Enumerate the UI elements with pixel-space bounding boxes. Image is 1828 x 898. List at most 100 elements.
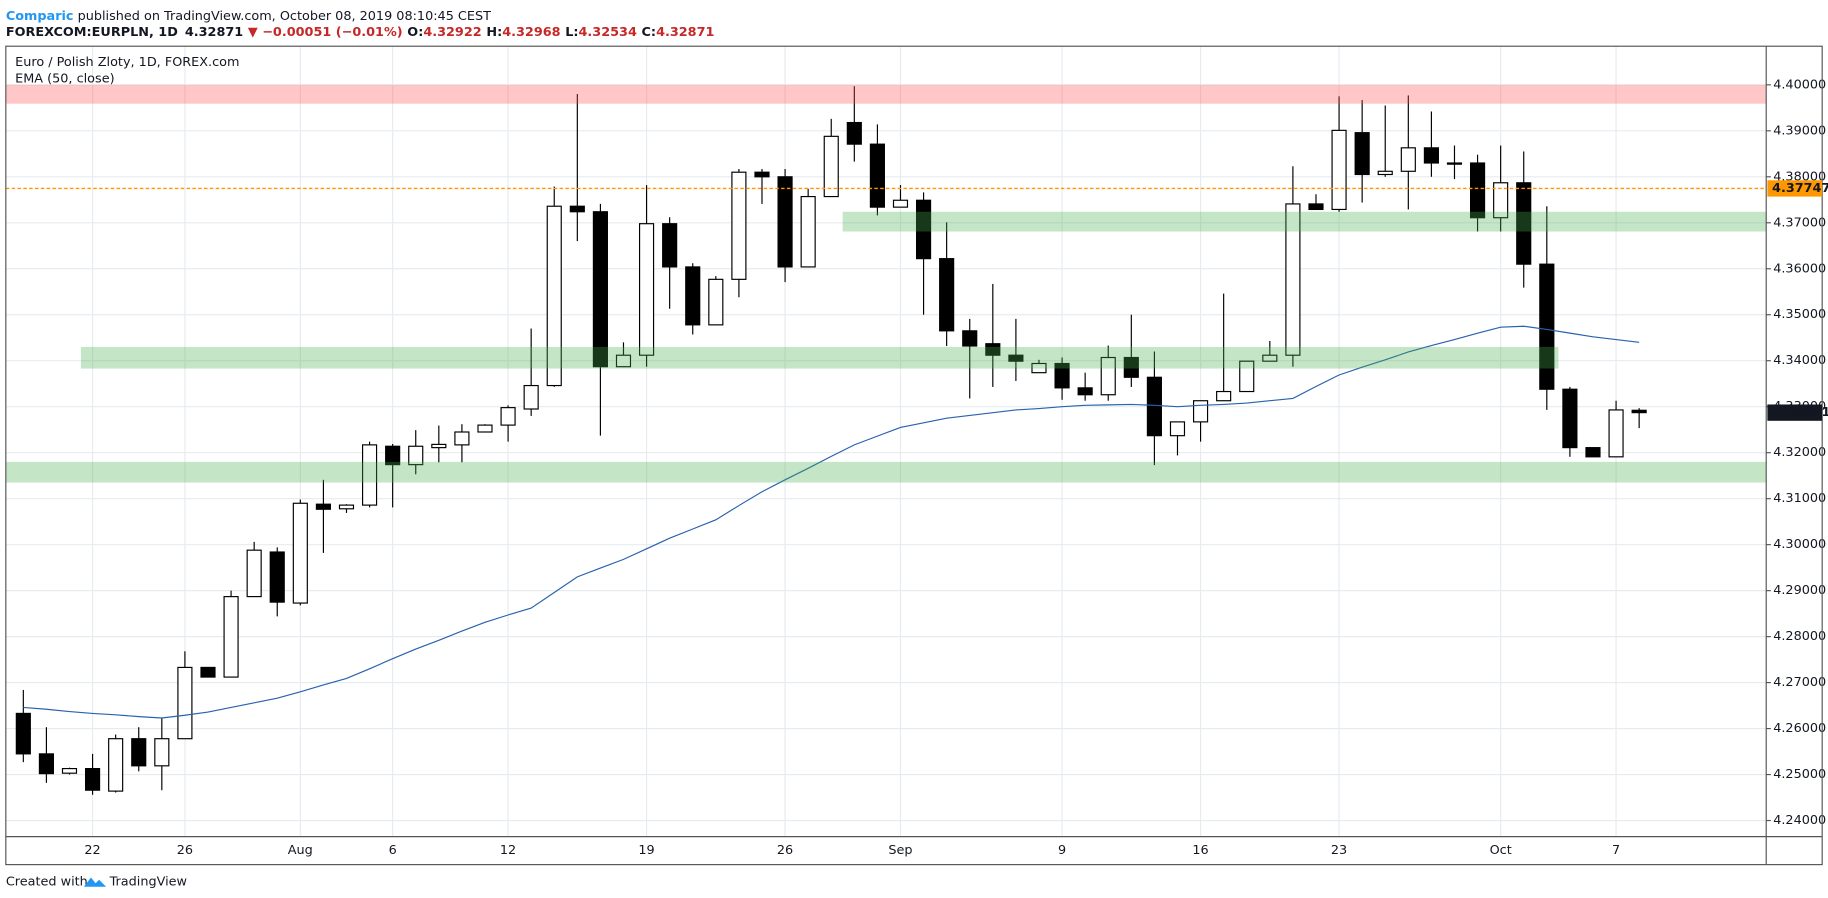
candle-body <box>246 549 262 598</box>
chart-title: Euro / Polish Zloty, 1D, FOREX.com <box>15 55 239 70</box>
published: published on TradingView.com, October 08… <box>74 8 492 23</box>
candle-body <box>292 502 308 604</box>
y-tick-label: 4.37000 <box>1773 215 1826 230</box>
y-tick-label: 4.40000 <box>1773 77 1826 92</box>
candle-body <box>223 596 239 678</box>
ohlc-label: O: <box>407 25 423 40</box>
publisher[interactable]: Comparic <box>6 8 74 23</box>
candle-body <box>1585 447 1601 458</box>
ema-legend: EMA (50, close) <box>15 71 114 86</box>
candle-body <box>962 330 978 347</box>
candle-body <box>1469 162 1486 219</box>
ohlc-value: 4.32922 <box>423 25 481 40</box>
candle-body <box>1400 147 1416 172</box>
last: 4.32871 <box>185 25 243 40</box>
footer-brand[interactable]: TradingView <box>109 875 187 890</box>
y-tick-label: 4.28000 <box>1773 629 1826 644</box>
candle-body <box>408 445 424 466</box>
candle-body <box>869 143 885 208</box>
candle-body <box>1516 182 1532 265</box>
candle-body <box>1262 354 1278 362</box>
zone <box>80 346 1559 369</box>
candle-body <box>108 738 124 792</box>
candle-body <box>477 424 493 433</box>
candle-body <box>1539 263 1555 390</box>
candle-body <box>1008 354 1024 362</box>
candle-body <box>592 211 608 368</box>
candle-body <box>892 199 909 208</box>
footer-created: Created with <box>6 875 88 890</box>
ohlc-value: 4.32871 <box>656 25 714 40</box>
ohlc-label: L: <box>565 25 578 40</box>
candle-body <box>546 205 562 387</box>
candle-body <box>731 171 747 280</box>
candle-body <box>1331 129 1347 211</box>
candle-body <box>523 384 539 410</box>
x-tick-label: 23 <box>1331 843 1347 858</box>
candle-body <box>685 266 701 326</box>
x-tick-label: 6 <box>389 843 397 858</box>
x-tick-label: 12 <box>500 843 516 858</box>
zone <box>5 461 1767 483</box>
y-tick-label: 4.27000 <box>1773 675 1826 690</box>
x-tick-label: 22 <box>84 843 100 858</box>
x-tick-label: 7 <box>1612 843 1620 858</box>
candle-body <box>754 171 770 178</box>
candle-body <box>1562 388 1578 449</box>
candle-body <box>823 135 839 198</box>
candle-body <box>338 504 355 510</box>
candle-body <box>1285 203 1301 356</box>
candle-body <box>708 278 724 326</box>
header-line: Comparic published on TradingView.com, O… <box>6 8 491 23</box>
y-tick-label: 4.26000 <box>1773 721 1826 736</box>
y-tick-label: 4.32000 <box>1773 445 1826 460</box>
ohlc-value: 4.32534 <box>579 25 637 40</box>
candle-body <box>800 195 816 268</box>
candle-body <box>1216 390 1232 402</box>
candle-body <box>1446 162 1463 165</box>
candle-body <box>61 767 78 774</box>
plot: 4.24000 4.25000 4.26000 4.27000 4.28000 4.290… <box>5 46 1826 858</box>
candle-body <box>1377 170 1393 176</box>
y-tick-label: 4.30000 <box>1773 537 1826 552</box>
candle-body <box>1354 132 1370 176</box>
candle-body <box>1031 362 1047 374</box>
x-tick-label: Oct <box>1490 843 1512 858</box>
x-tick-label: Aug <box>288 843 313 858</box>
candle-body <box>1308 203 1324 211</box>
y-tick-label: 4.39000 <box>1773 123 1826 138</box>
candle-body <box>1100 356 1116 396</box>
quote-line: FOREXCOM:EURPLN, 1D 4.32871 ▼ −0.00051 (−0… <box>6 25 715 40</box>
candle-body <box>361 444 378 506</box>
price-tag <box>1767 180 1823 197</box>
price-tag-label: 4.32871 <box>1772 405 1828 420</box>
candle-body <box>269 551 285 603</box>
candle-body <box>777 176 793 268</box>
candle-body <box>1423 147 1439 164</box>
y-tick-label: 4.31000 <box>1773 491 1826 506</box>
price-tag-label: 4.37747 <box>1772 181 1828 196</box>
price-tag <box>1767 404 1823 421</box>
candle-body <box>1077 387 1093 396</box>
y-tick-label: 4.25000 <box>1773 767 1826 782</box>
candle-body <box>569 205 585 213</box>
candle-body <box>1054 362 1070 389</box>
candle-body <box>200 666 216 678</box>
candle-body <box>1631 409 1647 414</box>
candle-body <box>431 443 447 449</box>
candle-body <box>1608 409 1624 458</box>
candle-body <box>939 258 955 332</box>
candle-body <box>615 354 632 368</box>
symbol: FOREXCOM:EURPLN, 1D <box>6 25 178 40</box>
candle-body <box>84 767 101 791</box>
candle-body <box>1493 182 1509 219</box>
y-tick-label: 4.36000 <box>1773 261 1826 276</box>
y-tick-label: 4.34000 <box>1773 353 1826 368</box>
x-tick-label: 26 <box>177 843 193 858</box>
candle-body <box>385 445 401 466</box>
y-tick-label: 4.24000 <box>1773 813 1826 828</box>
candle-body <box>846 121 862 145</box>
ohlc-value: 4.32968 <box>502 25 560 40</box>
